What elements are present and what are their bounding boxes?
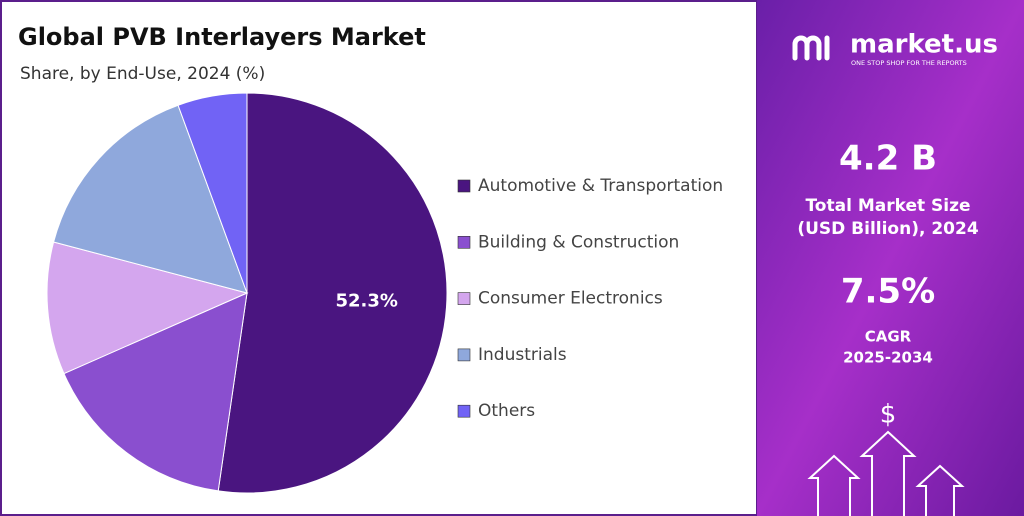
cagr-value: 7.5%	[841, 272, 935, 312]
pie-slice	[177, 92, 248, 294]
market-size: 4.2 B	[839, 139, 937, 179]
logo: market.us ONE STOP SHOP FOR THE REPORTS	[792, 30, 998, 67]
arrows	[807, 430, 965, 516]
pie-slice	[63, 292, 248, 492]
pie-slice	[52, 104, 248, 294]
chart-title: Global PVB Interlayers Market	[18, 23, 426, 51]
chart-subtitle: Share, by End-Use, 2024 (%)	[20, 64, 265, 84]
logo-icon	[792, 35, 830, 61]
legend-label: Consumer Electronics	[478, 289, 663, 309]
legend-swatch	[457, 236, 471, 249]
legend-label: Others	[478, 401, 535, 421]
cagr-label: 2025-2034	[843, 349, 933, 367]
cagr-label: CAGR	[865, 328, 912, 346]
market-size-label: (USD Billion), 2024	[797, 219, 979, 239]
data-label: 52.3%	[335, 291, 397, 312]
legend-label: Automotive & Transportation	[478, 176, 723, 196]
logo-text: market.us	[850, 30, 998, 60]
market-size-label: Total Market Size	[805, 196, 970, 216]
legend-label: Industrials	[478, 345, 567, 365]
legend-swatch	[457, 292, 471, 305]
pie-slice	[217, 92, 448, 494]
sidebar	[757, 0, 1024, 516]
logo-tagline: ONE STOP SHOP FOR THE REPORTS	[851, 59, 967, 67]
legend-swatch	[457, 404, 471, 418]
pie-slice	[46, 241, 249, 375]
legend-label: Building & Construction	[478, 232, 679, 252]
dollar-icon: $	[880, 400, 897, 430]
legend-swatch	[457, 179, 471, 193]
legend-swatch	[457, 348, 471, 362]
